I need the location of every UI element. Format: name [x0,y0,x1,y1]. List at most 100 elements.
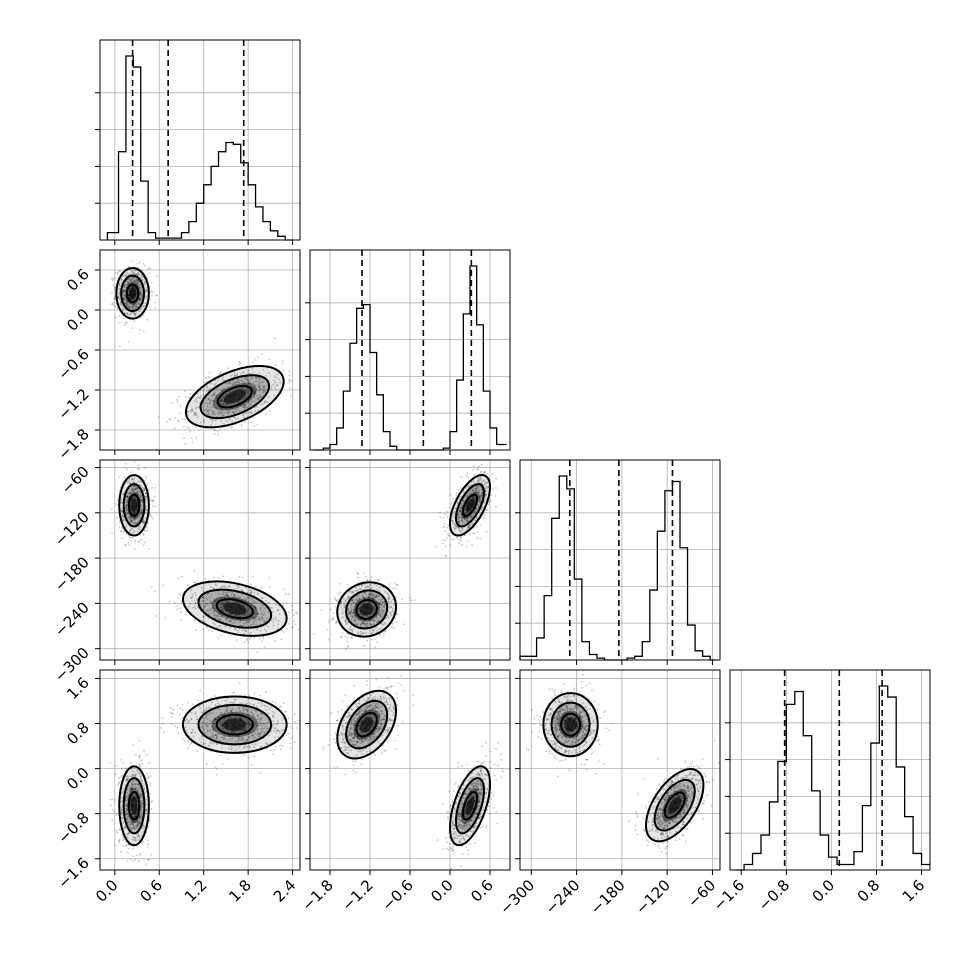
sample-point [124,296,127,298]
sample-point [132,303,135,305]
sample-point [271,611,274,614]
sample-point [136,786,139,789]
sample-point [365,586,368,588]
sample-point [341,631,344,634]
sample-point [270,386,273,389]
sample-point [129,516,132,518]
sample-point [495,477,498,480]
sample-point [374,608,377,610]
sample-point [126,495,129,498]
sample-point [135,304,137,307]
sample-point [263,606,266,609]
sample-point [478,485,480,488]
sample-point [460,495,463,498]
sample-point [142,314,145,317]
sample-point [356,623,358,626]
sample-point [136,821,139,824]
sample-point [141,294,143,297]
sample-point [130,515,132,518]
sample-point [238,595,241,598]
sample-point [231,408,234,410]
sample-point [479,499,482,501]
sample-point [249,589,252,592]
sample-point [144,517,147,519]
sample-point [188,427,190,429]
sample-point [131,478,134,481]
sample-point [377,578,380,581]
sample-point [225,617,228,619]
sample-point [369,601,371,604]
sample-point [239,597,242,599]
sample-point [139,480,142,482]
sample-point [253,606,256,608]
sample-point [459,530,462,533]
sample-point [134,814,136,817]
sample-point [121,291,124,294]
sample-point [276,628,279,631]
sample-point [207,409,209,412]
sample-point [472,496,475,499]
sample-point [250,631,252,634]
sample-point [184,442,186,445]
sample-point [139,796,141,799]
contour-line [127,493,141,517]
sample-point [139,806,142,809]
sample-point [280,393,283,395]
sample-point [135,788,137,791]
sample-point [124,466,127,469]
sample-point [255,380,257,383]
sample-point [141,279,144,282]
sample-point [442,516,445,519]
sample-point [457,488,460,491]
sample-point [145,778,148,781]
sample-point [259,607,262,610]
sample-point [248,391,251,394]
sample-point [373,608,376,611]
sample-point [126,813,129,815]
sample-point [204,604,206,607]
sample-point [125,503,128,506]
sample-point [221,407,224,410]
sample-point [232,411,235,414]
sample-point [213,428,216,431]
sample-point [364,623,367,626]
sample-point [124,324,126,327]
sample-point [207,413,210,416]
sample-point [466,528,469,531]
sample-point [243,623,246,625]
sample-point [358,606,361,609]
sample-point [133,320,136,323]
sample-point [120,501,123,504]
sample-point [140,538,142,541]
sample-point [263,646,266,649]
sample-point [337,598,340,601]
sample-point [220,410,223,413]
sample-point [130,271,133,273]
sample-point [128,832,131,834]
sample-point [223,585,226,588]
sample-point [478,491,480,493]
histogram-bar [896,767,904,870]
sample-point [451,500,454,503]
sample-point [386,614,389,617]
sample-point [446,532,449,535]
sample-point [126,851,129,854]
sample-point [202,596,205,599]
sample-point [185,426,188,429]
sample-point [127,496,130,499]
sample-point [123,289,126,292]
sample-point [209,408,212,411]
sample-point [395,613,398,616]
sample-point [471,516,473,519]
histogram-bar [769,802,777,870]
sample-point [471,489,474,492]
sample-point [301,631,303,633]
sample-point [118,291,121,294]
sample-point [248,599,251,601]
sample-point [387,598,390,601]
sample-point [138,817,141,819]
sample-point [390,614,393,617]
sample-point [148,820,151,822]
sample-point [236,381,239,384]
sample-point [224,585,227,588]
